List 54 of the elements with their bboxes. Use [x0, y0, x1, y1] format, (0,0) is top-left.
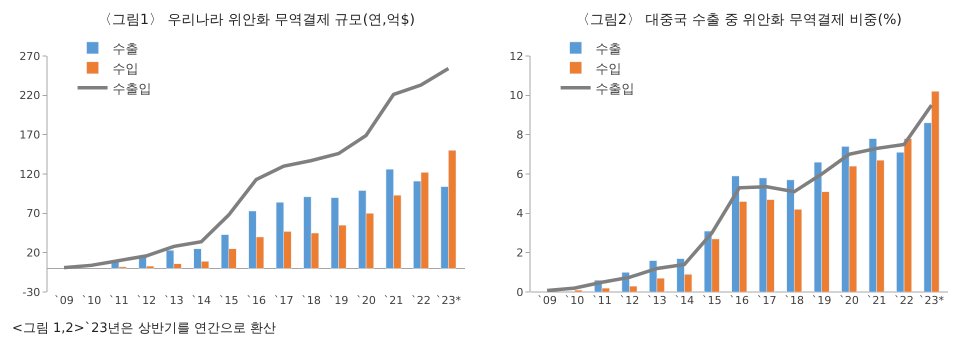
- x-tick-label: `20: [356, 294, 376, 308]
- x-tick-label: `13: [647, 294, 667, 308]
- y-tick-label: 6: [516, 168, 524, 181]
- x-tick-label: `14: [674, 294, 694, 308]
- y-tick-label: -30: [22, 286, 40, 299]
- x-tick-label: `20: [839, 294, 859, 308]
- x-tick-label: `19: [812, 294, 832, 308]
- y-tick-label: 220: [19, 89, 40, 102]
- x-tick-label: `11: [592, 294, 612, 308]
- y-tick-label: 10: [509, 89, 524, 102]
- y-tick-label: 270: [19, 50, 40, 63]
- legend-label: 수입: [596, 62, 622, 77]
- x-tick-label: `12: [136, 294, 156, 308]
- x-tick-label: `23*: [919, 294, 945, 308]
- x-tick-label: `17: [274, 294, 294, 308]
- legend-label: 수입: [112, 62, 139, 77]
- x-tick-label: `23*: [436, 294, 462, 308]
- y-tick-label: 12: [509, 50, 524, 63]
- y-tick-label: 70: [26, 207, 40, 220]
- x-tick-label: `18: [784, 294, 804, 308]
- legend-label: 수출: [112, 42, 139, 57]
- y-tick-label: 4: [516, 207, 524, 220]
- x-tick-label: `22: [894, 294, 914, 308]
- legend-label: 수출입: [596, 82, 635, 97]
- x-tick-label: `16: [730, 294, 750, 308]
- x-tick-label: `09: [537, 294, 557, 308]
- x-tick-label: `09: [54, 294, 74, 308]
- legend-label: 수출: [596, 42, 622, 57]
- x-tick-label: `10: [564, 294, 584, 308]
- line-series: [545, 103, 934, 292]
- x-tick-label: `21: [384, 294, 404, 308]
- x-tick-label: `19: [328, 294, 348, 308]
- y-tick-label: 120: [19, 168, 40, 181]
- y-tick-label: 2: [516, 246, 524, 260]
- y-tick-label: 20: [26, 246, 40, 260]
- y-tick-label: 8: [516, 128, 524, 142]
- x-tick-label: `11: [109, 294, 129, 308]
- legend-label: 수출입: [112, 82, 152, 97]
- x-tick-label: `22: [411, 294, 431, 308]
- y-tick-label: 170: [19, 128, 40, 142]
- x-tick-label: `13: [164, 294, 184, 308]
- x-tick-label: `18: [301, 294, 321, 308]
- x-tick-label: `15: [702, 294, 722, 308]
- text: <그림 1,2>`23년은 상반기를 연간으로 환산: [12, 321, 276, 336]
- x-tick-label: `15: [219, 294, 239, 308]
- y-tick-label: 0: [516, 286, 524, 299]
- x-tick-label: `16: [246, 294, 266, 308]
- x-tick-label: `17: [757, 294, 777, 308]
- chart-title: 〈그림2〉 대중국 수출 중 위안화 무역결제 비중(%): [576, 12, 902, 28]
- x-tick-label: `21: [866, 294, 886, 308]
- x-tick-label: `14: [192, 294, 212, 308]
- x-tick-label: `10: [82, 294, 102, 308]
- chart-title: 〈그림1〉 우리나라 위안화 무역결제 규모(연,억$): [98, 12, 415, 28]
- x-tick-label: `12: [620, 294, 640, 308]
